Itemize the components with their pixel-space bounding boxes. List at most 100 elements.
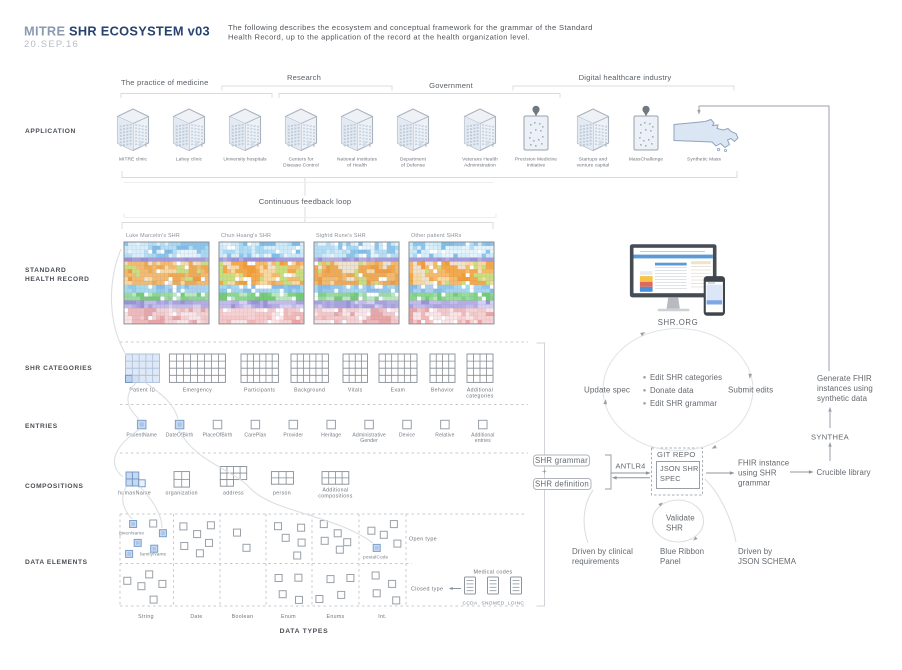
svg-text:SHR: SHR	[666, 524, 683, 533]
svg-text:Additional: Additional	[467, 388, 493, 394]
svg-text:GIT REPO: GIT REPO	[657, 450, 696, 459]
svg-text:PatientName: PatientName	[126, 433, 157, 439]
svg-text:givenName: givenName	[119, 531, 144, 537]
svg-text:Health Record, up to the appli: Health Record, up to the application of …	[228, 33, 530, 42]
svg-text:SYNTHEA: SYNTHEA	[811, 433, 850, 442]
svg-text:person: person	[273, 491, 291, 497]
svg-text:PlaceOfBirth: PlaceOfBirth	[203, 433, 233, 439]
svg-text:instances using: instances using	[817, 384, 873, 393]
svg-text:of Defense: of Defense	[401, 163, 425, 169]
svg-text:familyName: familyName	[140, 552, 167, 558]
svg-text:University hospitals: University hospitals	[223, 157, 267, 163]
svg-text:DATA TYPES: DATA TYPES	[280, 628, 329, 635]
svg-text:Continuous feedback loop: Continuous feedback loop	[259, 197, 352, 206]
svg-text:Validate: Validate	[666, 514, 695, 523]
svg-text:Vitals: Vitals	[348, 388, 363, 394]
svg-text:Donate data: Donate data	[650, 386, 694, 395]
svg-text:Veterans Health: Veterans Health	[462, 157, 498, 163]
svg-text:venture capital: venture capital	[577, 163, 610, 169]
svg-text:Participants: Participants	[244, 388, 275, 394]
svg-text:Exam: Exam	[391, 388, 406, 394]
svg-text:Submit edits: Submit edits	[728, 386, 773, 395]
svg-text:The practice of medicine: The practice of medicine	[121, 78, 209, 87]
svg-text:Update spec: Update spec	[584, 386, 630, 395]
svg-text:FHIR instance: FHIR instance	[738, 459, 790, 468]
svg-text:SHR.ORG: SHR.ORG	[658, 318, 699, 327]
svg-text:Enum: Enum	[281, 614, 296, 620]
svg-text:JSON SCHEMA: JSON SCHEMA	[738, 557, 797, 566]
svg-text:Heritage: Heritage	[321, 433, 341, 439]
svg-text:Precision Medicine: Precision Medicine	[515, 157, 557, 163]
svg-text:categories: categories	[466, 394, 493, 400]
svg-text:ANTLR4: ANTLR4	[616, 462, 646, 471]
svg-text:Open type: Open type	[409, 537, 437, 543]
svg-text:SNOMED: SNOMED	[481, 601, 504, 607]
svg-text:Edit SHR grammar: Edit SHR grammar	[650, 399, 717, 408]
svg-text:Enums: Enums	[327, 614, 345, 620]
svg-text:address: address	[223, 491, 244, 497]
svg-text:ENTRIES: ENTRIES	[25, 423, 58, 430]
svg-text:Administration: Administration	[464, 163, 496, 169]
svg-text:Crucible library: Crucible library	[817, 468, 871, 477]
svg-text:of Health: of Health	[347, 163, 367, 169]
svg-text:String: String	[138, 614, 154, 620]
svg-text:National Institutes: National Institutes	[337, 157, 378, 163]
svg-text:Government: Government	[429, 81, 473, 90]
svg-text:MITRE: MITRE	[24, 24, 65, 39]
svg-text:Lahey clinic: Lahey clinic	[176, 157, 203, 163]
svg-text:STANDARD: STANDARD	[25, 267, 66, 274]
svg-text:SHR CATEGORIES: SHR CATEGORIES	[25, 365, 92, 372]
svg-text:Device: Device	[399, 433, 415, 439]
svg-text:+: +	[542, 467, 547, 476]
svg-text:SHR grammar: SHR grammar	[535, 456, 588, 465]
svg-text:using SHR: using SHR	[738, 469, 777, 478]
svg-text:Background: Background	[294, 388, 325, 394]
svg-text:Closed type: Closed type	[411, 587, 443, 593]
svg-text:Chun Huang's SHR: Chun Huang's SHR	[221, 233, 271, 239]
svg-text:Digital healthcare industry: Digital healthcare industry	[579, 73, 672, 82]
svg-text:DateOfBirth: DateOfBirth	[166, 433, 194, 439]
svg-text:entries: entries	[475, 438, 491, 444]
svg-text:Sigfrid Rune's SHR: Sigfrid Rune's SHR	[316, 233, 366, 239]
svg-text:JSON SHR: JSON SHR	[660, 464, 699, 473]
svg-text:Provider: Provider	[283, 433, 303, 439]
svg-text:compositions: compositions	[318, 494, 353, 500]
svg-text:requirements: requirements	[572, 557, 619, 566]
svg-text:grammar: grammar	[738, 479, 771, 488]
svg-text:CarePlan: CarePlan	[244, 433, 266, 439]
svg-text:Relative: Relative	[435, 433, 454, 439]
svg-text:20.SEP.16: 20.SEP.16	[24, 39, 79, 50]
svg-text:Gender: Gender	[360, 438, 378, 444]
svg-text:Int.: Int.	[378, 614, 387, 620]
svg-text:SHR definition: SHR definition	[535, 480, 589, 489]
svg-text:Panel: Panel	[660, 557, 681, 566]
svg-text:DATA ELEMENTS: DATA ELEMENTS	[25, 559, 88, 566]
svg-text:Startups and: Startups and	[579, 157, 608, 163]
svg-text:Emergency: Emergency	[183, 388, 212, 394]
svg-text:Edit SHR categories: Edit SHR categories	[650, 373, 722, 382]
svg-text:humanName: humanName	[118, 491, 151, 497]
svg-text:Luke Marcelin's SHR: Luke Marcelin's SHR	[126, 233, 180, 239]
svg-text:Boolean: Boolean	[232, 614, 254, 620]
svg-text:Other patient SHRs: Other patient SHRs	[411, 233, 461, 239]
svg-text:Driven by clinical: Driven by clinical	[572, 547, 633, 556]
svg-text:Research: Research	[287, 73, 321, 82]
svg-text:Department: Department	[400, 157, 427, 163]
svg-text:CCDA: CCDA	[463, 601, 478, 607]
svg-text:Behavior: Behavior	[431, 388, 454, 394]
svg-text:MassChallenge: MassChallenge	[629, 157, 664, 163]
svg-text:synthetic data: synthetic data	[817, 394, 868, 403]
svg-text:Disease Control: Disease Control	[283, 163, 319, 169]
svg-text:Administrative: Administrative	[352, 433, 385, 439]
svg-text:Centers for: Centers for	[289, 157, 314, 163]
svg-text:Medical codes: Medical codes	[473, 570, 512, 576]
svg-text:The following describes the ec: The following describes the ecosystem an…	[228, 23, 593, 32]
svg-text:LOINC: LOINC	[508, 601, 525, 607]
svg-text:Date: Date	[190, 614, 202, 620]
svg-text:HEALTH RECORD: HEALTH RECORD	[25, 276, 89, 283]
svg-text:Generate FHIR: Generate FHIR	[817, 374, 872, 383]
svg-text:Driven by: Driven by	[738, 547, 772, 556]
svg-text:APPLICATION: APPLICATION	[25, 128, 76, 135]
svg-text:Synthetic Mass: Synthetic Mass	[687, 157, 721, 163]
svg-text:postalCode: postalCode	[363, 555, 388, 561]
